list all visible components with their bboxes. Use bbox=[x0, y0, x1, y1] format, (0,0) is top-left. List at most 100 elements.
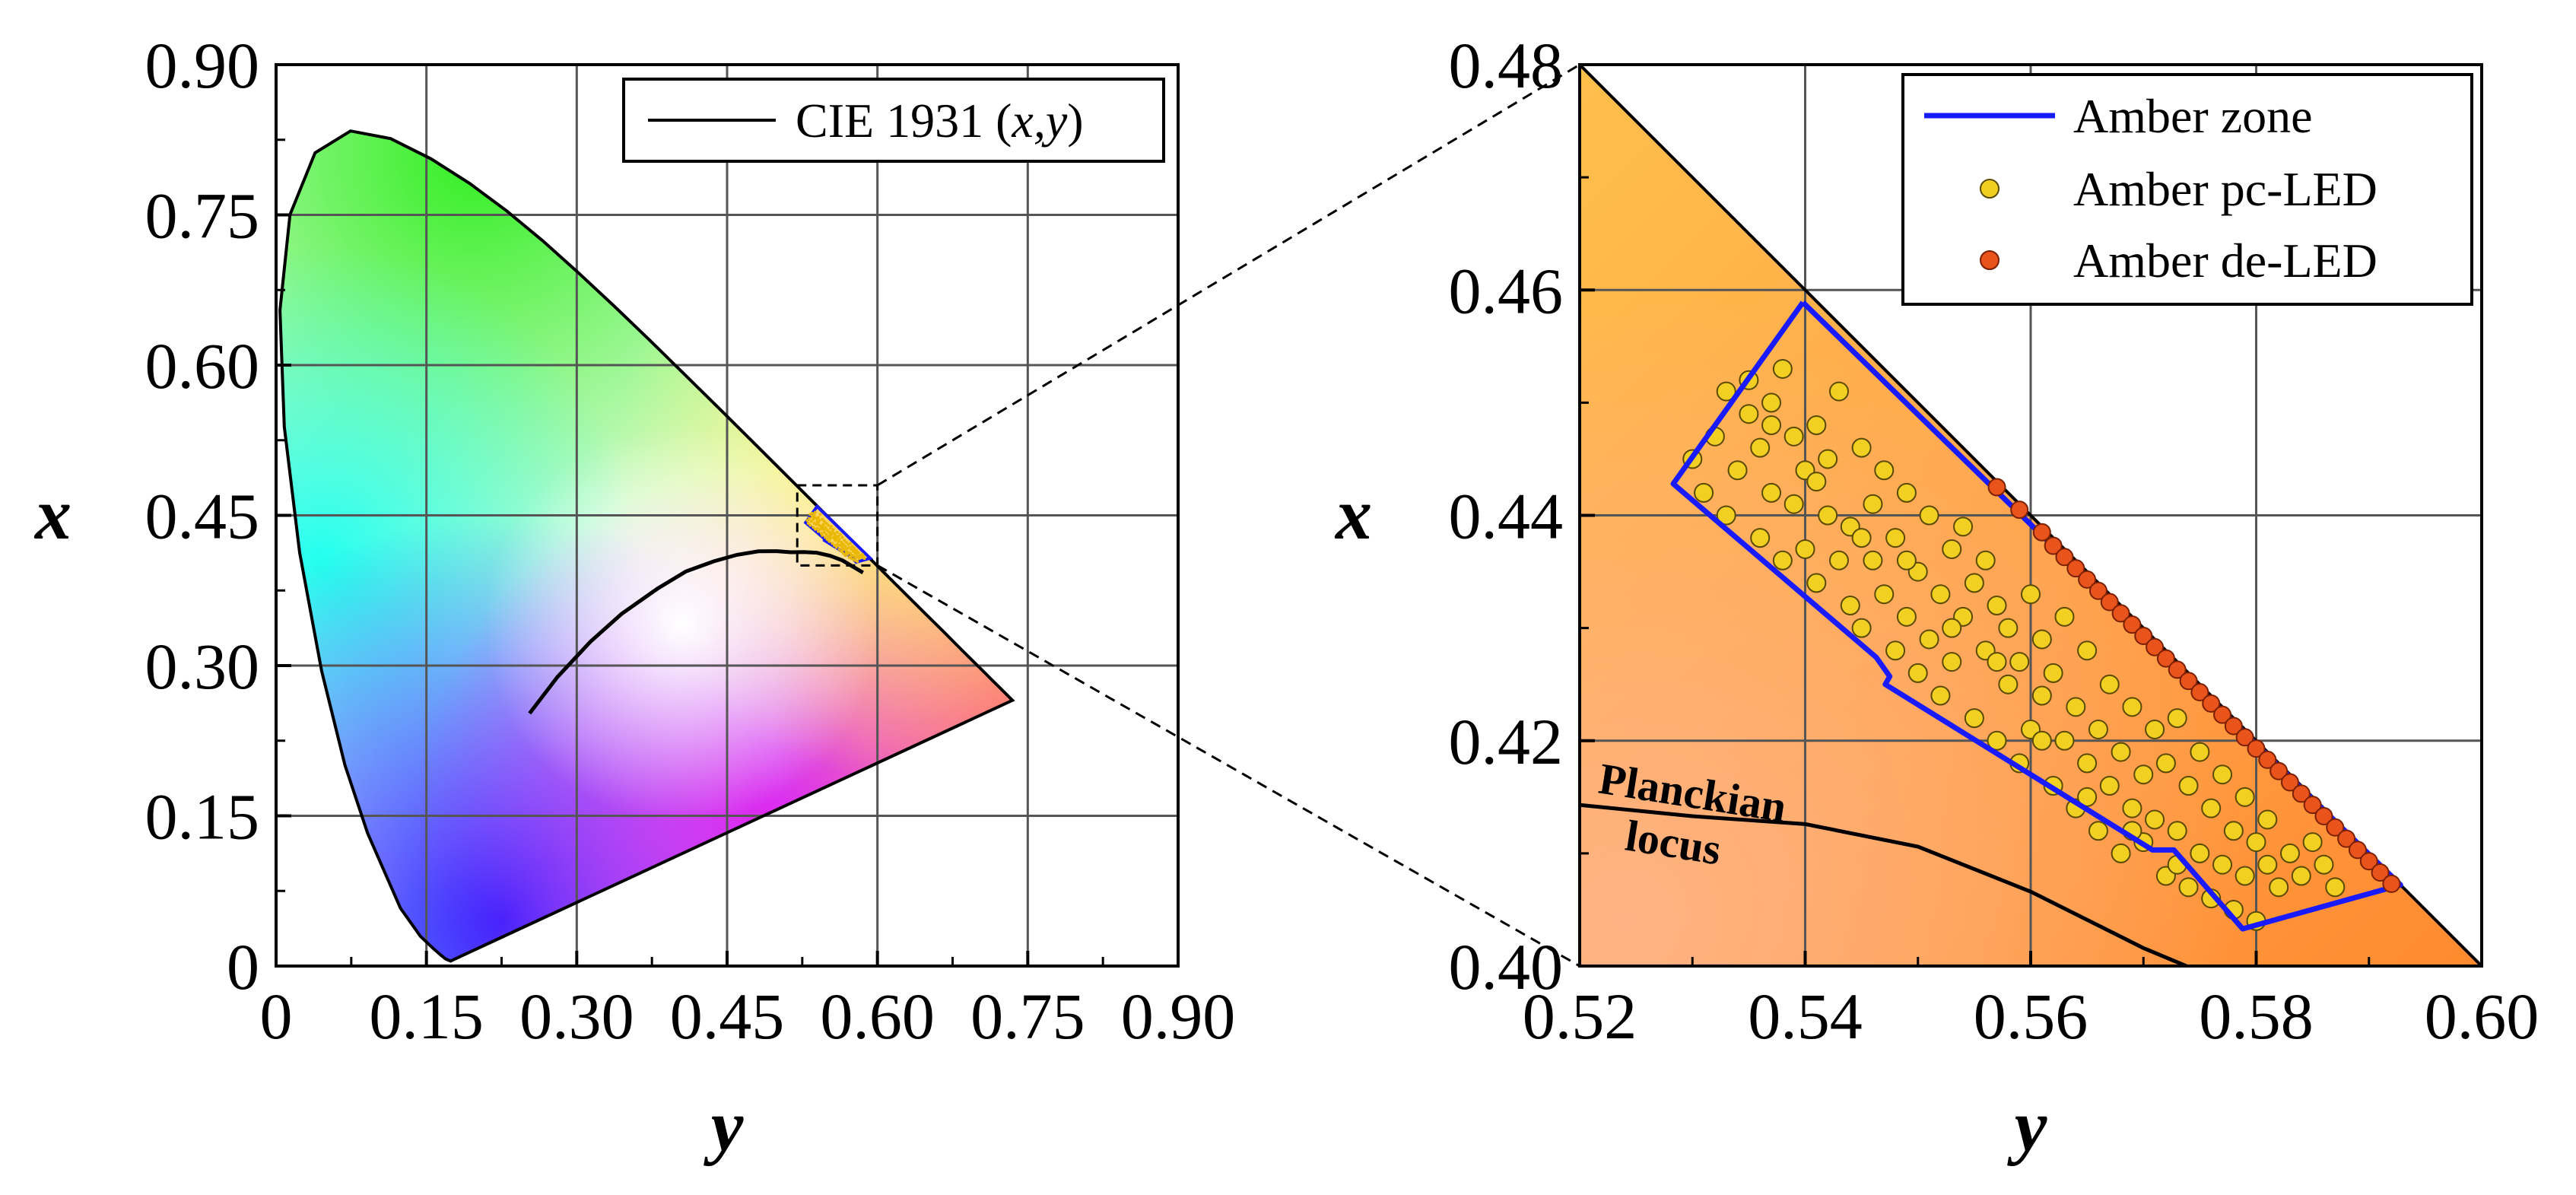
amber-pc-led-point bbox=[1784, 494, 1804, 514]
amber-pc-led-point bbox=[1750, 437, 1771, 458]
left-mini-pc-led-point bbox=[824, 522, 828, 526]
amber-pc-led-point bbox=[1953, 516, 1974, 537]
amber-pc-led-point bbox=[1998, 618, 2019, 638]
amber-de-led-point bbox=[2382, 874, 2401, 893]
amber-pc-led-point bbox=[2178, 877, 2199, 898]
amber-pc-led-point bbox=[2235, 787, 2255, 807]
amber-de-led-point bbox=[1987, 478, 2006, 497]
amber-pc-led-point bbox=[2155, 753, 2176, 774]
left-mini-pc-led-point bbox=[841, 542, 845, 546]
left-mini-pc-led-point bbox=[821, 526, 824, 529]
left-mini-pc-led-point bbox=[821, 533, 824, 537]
amber-de-led-point bbox=[2337, 829, 2356, 848]
right-y-tick-label: 0.40 bbox=[1449, 930, 1564, 1003]
amber-pc-led-point bbox=[1874, 584, 1895, 605]
left-mini-pc-led-point bbox=[816, 516, 820, 520]
amber-de-led-point bbox=[2100, 593, 2119, 612]
right-legend: Amber zone Amber pc-LED Amber de-LED bbox=[1901, 73, 2473, 306]
amber-pc-led-point bbox=[1806, 415, 1827, 435]
amber-pc-led-point bbox=[2066, 697, 2086, 717]
left-mini-pc-led-point bbox=[844, 551, 848, 555]
legend-pc-led-marker bbox=[1980, 179, 1999, 199]
amber-pc-led-point bbox=[2190, 843, 2210, 863]
left-amber-zone-mini bbox=[803, 504, 874, 564]
amber-pc-led-point bbox=[2178, 776, 2199, 796]
amber-pc-led-point bbox=[2223, 821, 2244, 841]
amber-pc-led-point bbox=[1885, 640, 1906, 661]
amber-pc-led-point bbox=[2314, 854, 2334, 875]
left-mini-pc-led-point bbox=[805, 519, 809, 523]
left-x-tick-label: 0 bbox=[260, 980, 293, 1053]
amber-pc-led-point bbox=[2167, 708, 2187, 729]
left-mini-pc-led-point bbox=[849, 542, 853, 545]
amber-de-led-point bbox=[2190, 683, 2209, 702]
right-x-tick-label: 0.56 bbox=[1974, 980, 2088, 1053]
amber-pc-led-point bbox=[1784, 426, 1804, 447]
amber-de-led-point bbox=[2224, 717, 2243, 736]
left-mini-pc-led-point bbox=[824, 532, 828, 536]
amber-de-led-point bbox=[2168, 660, 2187, 679]
left-mini-pc-led-point bbox=[856, 560, 859, 564]
left-y-tick-labels: 0 0.15 0.30 0.45 0.60 0.75 0.90 bbox=[145, 29, 260, 1003]
left-legend: CIE 1931 (x,y) bbox=[622, 78, 1165, 163]
left-mini-pc-led-point bbox=[812, 516, 816, 520]
left-mini-pc-led-point bbox=[822, 520, 826, 523]
left-axis-ticks bbox=[275, 63, 1180, 968]
left-x-tick-label: 0.60 bbox=[820, 980, 935, 1053]
amber-pc-led-point bbox=[2031, 629, 2052, 650]
amber-pc-led-point bbox=[1874, 460, 1895, 481]
left-y-tick-label: 0.60 bbox=[145, 329, 260, 402]
amber-pc-led-point bbox=[2077, 787, 2098, 807]
amber-pc-led-point bbox=[1930, 685, 1951, 706]
amber-pc-led-point bbox=[1863, 550, 1883, 570]
amber-pc-led-point bbox=[1806, 573, 1827, 593]
amber-pc-led-point bbox=[1851, 437, 1872, 458]
left-mini-pc-led-point bbox=[813, 510, 817, 514]
amber-de-led-point bbox=[2134, 626, 2153, 645]
amber-de-led-point bbox=[2066, 559, 2085, 578]
left-mini-pc-led-point bbox=[840, 545, 844, 549]
amber-pc-led-point bbox=[2167, 821, 2187, 841]
left-x-axis-title: y bbox=[704, 1085, 744, 1166]
right-y-tick-label: 0.48 bbox=[1449, 29, 1564, 102]
amber-pc-led-point bbox=[1987, 596, 2007, 615]
amber-pc-led-point bbox=[1772, 550, 1793, 570]
left-mini-pc-led-point bbox=[837, 544, 840, 547]
amber-de-led-point bbox=[2258, 750, 2277, 769]
left-mini-pc-led-point bbox=[809, 520, 813, 523]
left-mini-pc-led-point bbox=[844, 541, 848, 545]
left-mini-pc-led-point bbox=[843, 545, 847, 548]
right-y-tick-label: 0.44 bbox=[1449, 480, 1564, 553]
left-mini-pc-led-point bbox=[824, 536, 827, 539]
left-chart: 00.150.300.450.600.750.90 0 0.15 0.30 0.45 0… bbox=[33, 29, 1235, 1166]
right-y-tick-label: 0.42 bbox=[1449, 705, 1564, 778]
amber-pc-led-point bbox=[1998, 674, 2019, 694]
amber-de-led-point bbox=[2247, 739, 2266, 758]
amber-pc-led-point bbox=[1964, 573, 1984, 593]
amber-pc-led-point bbox=[2043, 663, 2063, 683]
left-mini-pc-led-point bbox=[821, 523, 825, 526]
amber-de-led-point bbox=[2269, 761, 2289, 780]
amber-pc-led-point bbox=[2031, 730, 2052, 751]
amber-de-led-point bbox=[2280, 773, 2299, 792]
amber-de-led-point bbox=[2146, 637, 2165, 656]
left-x-tick-label: 0.30 bbox=[519, 980, 634, 1053]
left-y-axis-title: x bbox=[33, 473, 71, 555]
left-mini-pc-led-point bbox=[815, 523, 818, 526]
left-mini-pc-led-point bbox=[827, 539, 831, 543]
amber-pc-led-point bbox=[1694, 482, 1714, 503]
amber-pc-led-point bbox=[1818, 505, 1838, 526]
amber-pc-led-point bbox=[1919, 505, 1939, 526]
amber-pc-led-point bbox=[2088, 719, 2108, 739]
right-axis-ticks bbox=[1578, 63, 2483, 968]
left-y-tick-label: 0 bbox=[227, 930, 259, 1003]
amber-pc-led-point bbox=[2133, 764, 2154, 785]
amber-pc-led-point bbox=[1828, 381, 1849, 402]
amber-de-led-point bbox=[2359, 852, 2378, 871]
amber-pc-led-point bbox=[1795, 539, 1815, 559]
left-mini-pc-led-point bbox=[827, 530, 831, 534]
amber-pc-led-point bbox=[1828, 550, 1849, 570]
amber-pc-led-point bbox=[2212, 764, 2233, 785]
left-mini-pc-led-point bbox=[818, 513, 822, 516]
amber-pc-led-point bbox=[2291, 866, 2311, 886]
